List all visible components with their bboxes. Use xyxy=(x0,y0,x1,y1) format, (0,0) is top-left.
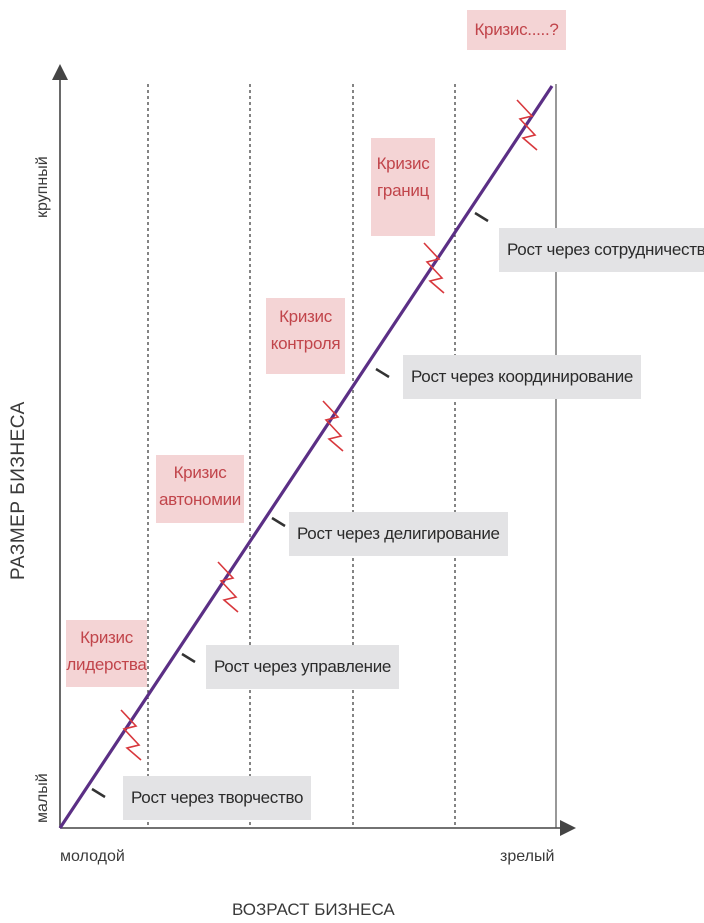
crisis-title: Кризис.....? xyxy=(474,20,559,39)
phase-tick xyxy=(181,652,196,664)
crisis-title: Кризис xyxy=(80,628,133,647)
phase-tick xyxy=(271,516,286,528)
crisis-zigzag xyxy=(322,400,344,452)
crisis-title: Кризис xyxy=(279,307,332,326)
crisis-zigzag xyxy=(120,709,142,761)
y-axis-title: РАЗМЕР БИЗНЕСА xyxy=(8,401,29,580)
growth-phase-direction: Рост через управление xyxy=(206,645,400,689)
x-axis-start-label: молодой xyxy=(60,848,125,865)
crisis-label-control: Кризис контроля xyxy=(266,298,345,374)
crisis-name: границ xyxy=(377,181,429,200)
growth-phase-collaboration: Рост через сотрудничество xyxy=(499,228,704,272)
growth-phase-creativity: Рост через творчество xyxy=(123,776,312,820)
crisis-label-unknown: Кризис.....? xyxy=(467,10,566,50)
growth-phase-coordination: Рост через координирование xyxy=(403,355,642,399)
crisis-title: Кризис xyxy=(173,463,227,482)
crisis-title: Кризис xyxy=(376,154,430,173)
crisis-name: лидерства xyxy=(66,655,147,674)
phase-tick xyxy=(474,211,489,223)
x-axis-end-label: зрелый xyxy=(500,848,555,865)
crisis-label-autonomy: Кризис автономии xyxy=(156,455,244,523)
crisis-zigzag xyxy=(217,561,239,613)
y-axis-end-label: крупный xyxy=(34,156,51,218)
crisis-label-boundaries: Кризис границ xyxy=(371,138,435,236)
x-axis-title: ВОЗРАСТ БИЗНЕСА xyxy=(232,900,395,919)
crisis-zigzag xyxy=(516,99,538,151)
phase-tick xyxy=(375,367,390,379)
growth-phase-delegation: Рост через делигирование xyxy=(289,512,508,556)
crisis-zigzag xyxy=(423,242,445,294)
phase-tick xyxy=(91,787,106,799)
y-axis-start-label: малый xyxy=(34,773,51,823)
growth-trend-line xyxy=(58,85,554,829)
crisis-name: автономии xyxy=(159,490,241,509)
crisis-name: контроля xyxy=(270,334,341,353)
crisis-label-leadership: Кризис лидерства xyxy=(66,620,147,687)
